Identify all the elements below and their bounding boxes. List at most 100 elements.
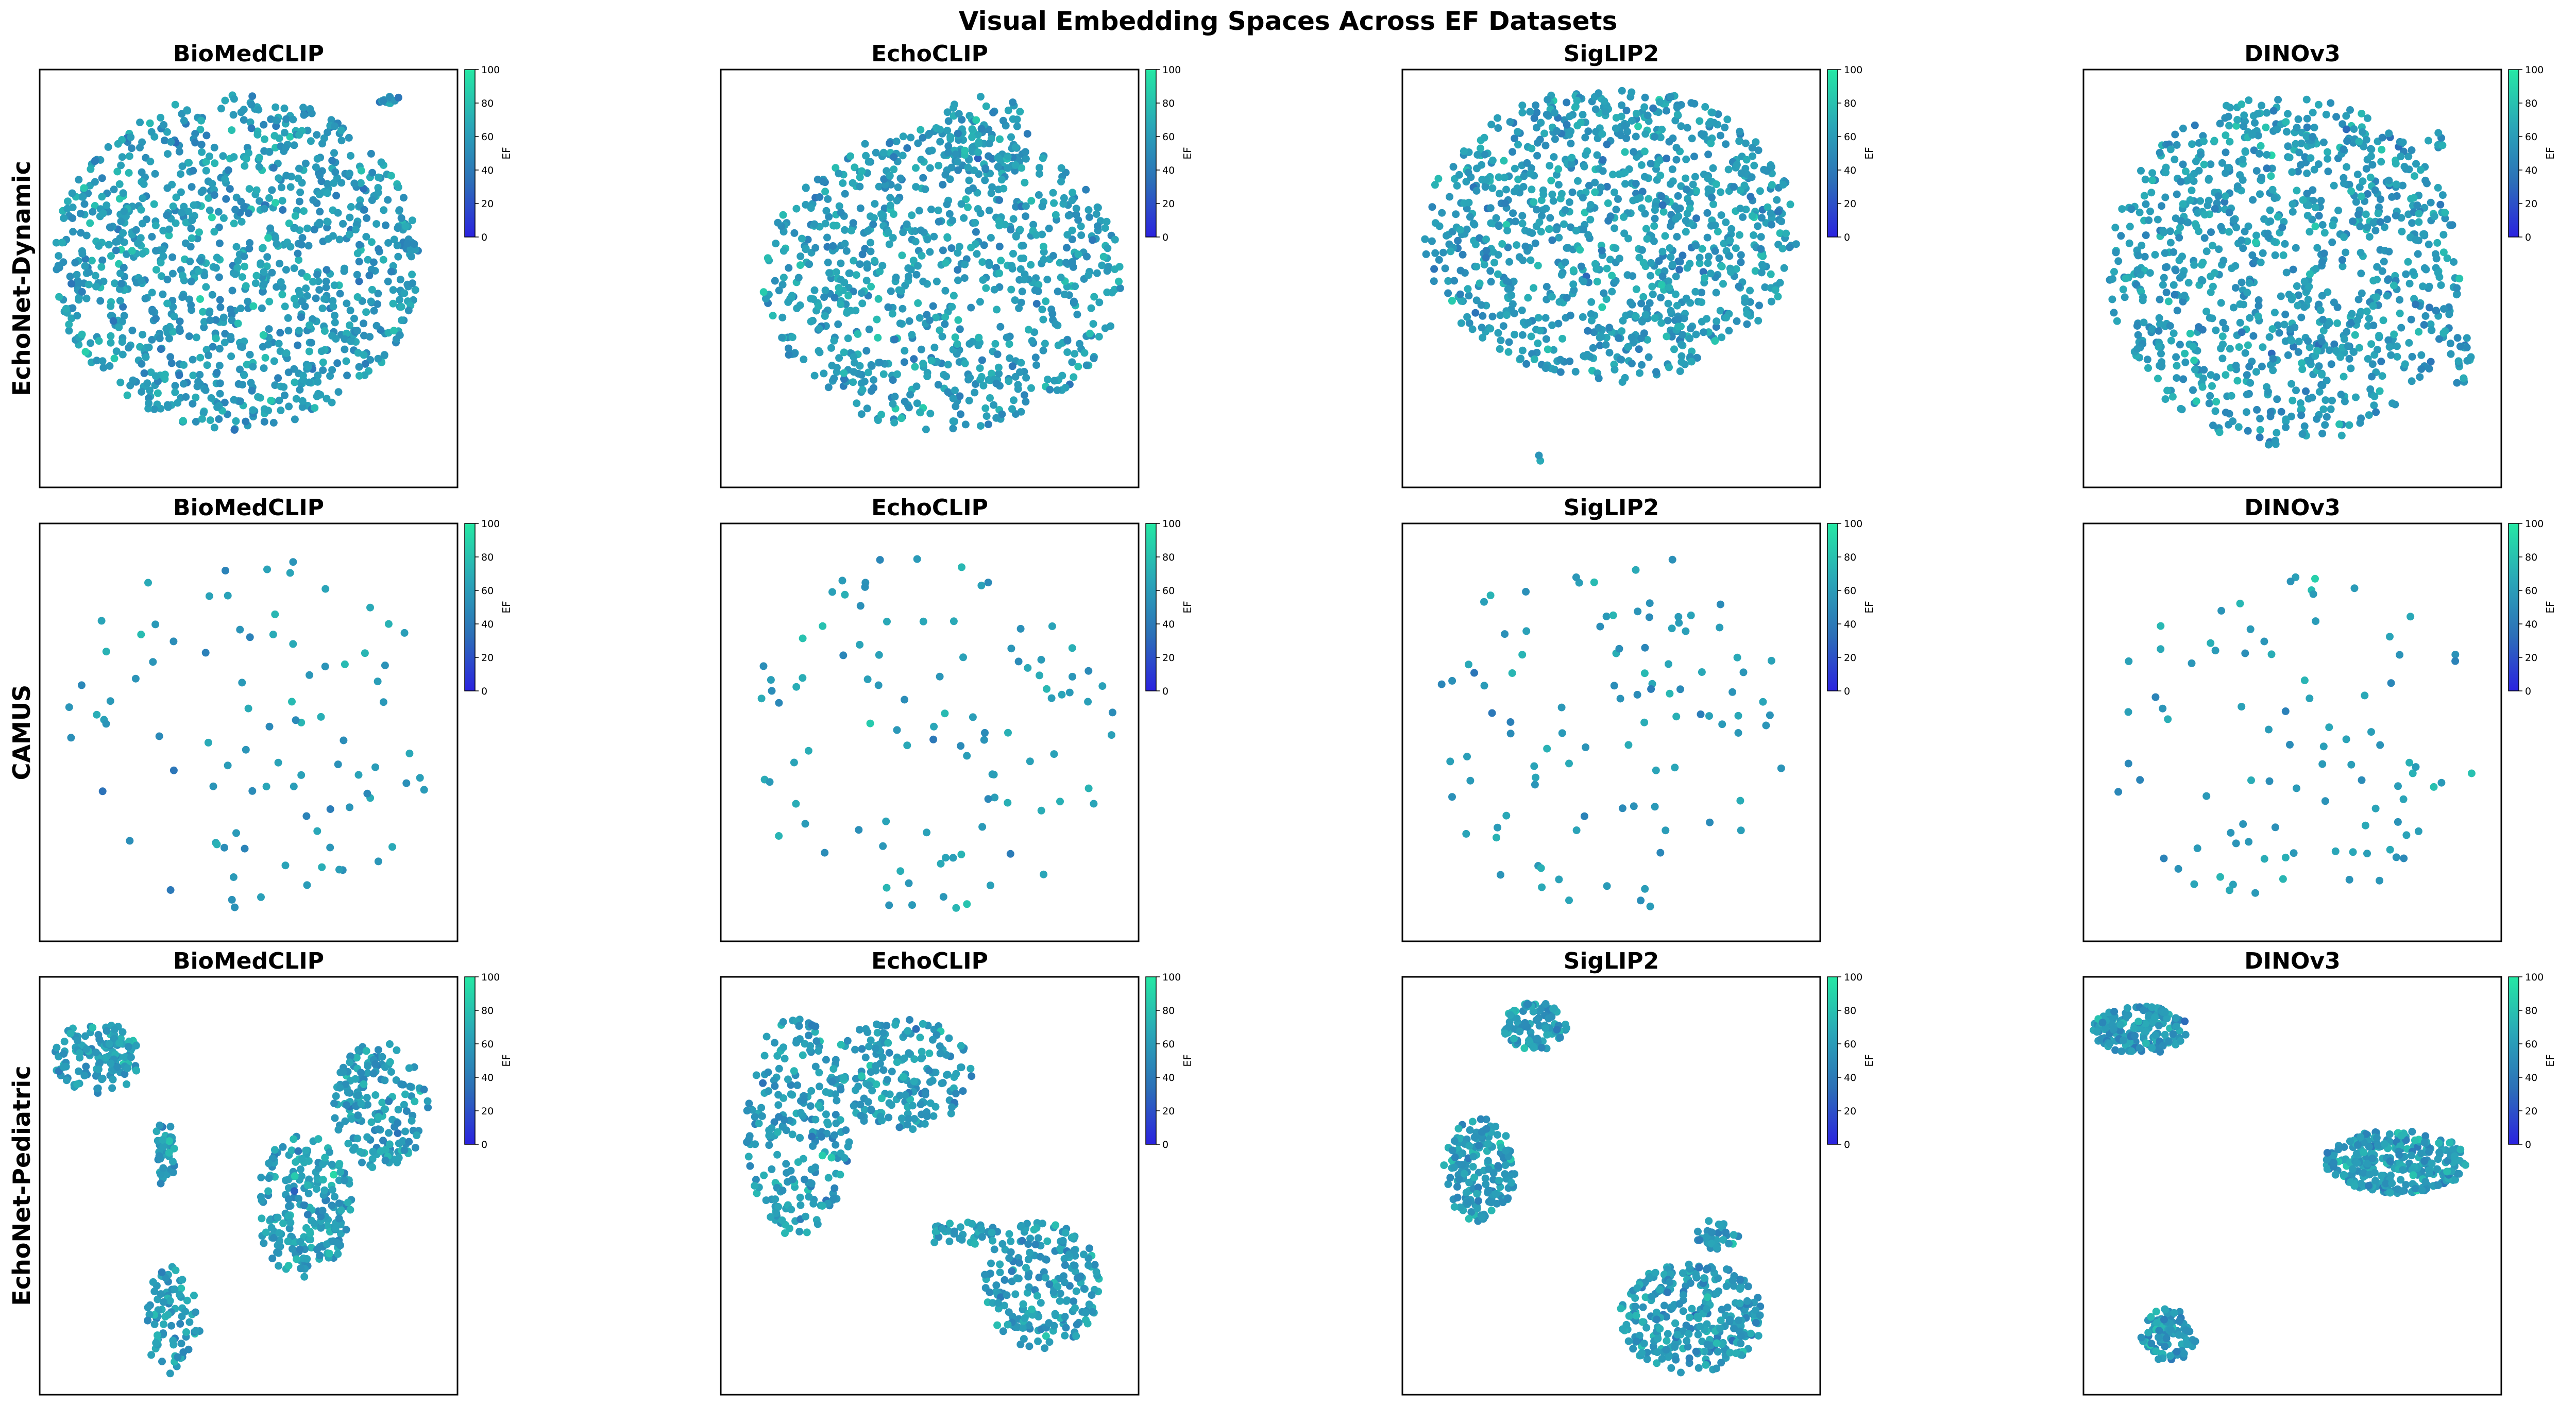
scatter-point bbox=[1016, 226, 1024, 234]
scatter-point bbox=[2124, 708, 2132, 716]
scatter-point bbox=[779, 274, 788, 282]
scatter-point bbox=[1774, 293, 1782, 301]
scatter-point bbox=[2378, 133, 2386, 142]
scatter-point bbox=[2252, 238, 2260, 246]
scatter-point bbox=[344, 1140, 352, 1147]
scatter-point bbox=[1603, 182, 1611, 191]
scatter-point bbox=[1707, 139, 1715, 147]
scatter-point bbox=[2392, 160, 2400, 168]
scatter-point bbox=[2410, 194, 2418, 202]
scatter-point bbox=[947, 244, 956, 252]
scatter-point bbox=[2125, 239, 2133, 247]
scatter-point bbox=[1630, 148, 1638, 156]
scatter-point bbox=[1619, 317, 1627, 325]
colorbar-tick-label: 40 bbox=[1844, 165, 1856, 176]
scatter-point bbox=[2304, 201, 2313, 210]
scatter-point bbox=[348, 1115, 356, 1123]
scatter-point bbox=[2229, 417, 2237, 425]
scatter-point bbox=[397, 214, 405, 222]
scatter-point bbox=[2311, 204, 2319, 212]
scatter-point bbox=[181, 1308, 190, 1316]
scatter-point bbox=[1029, 221, 1038, 229]
scatter-point bbox=[985, 207, 993, 214]
scatter-point bbox=[2340, 145, 2348, 154]
scatter-point bbox=[282, 172, 291, 180]
scatter-point bbox=[2452, 291, 2461, 299]
scatter-point bbox=[2190, 261, 2198, 269]
scatter-point bbox=[242, 417, 250, 426]
scatter-point bbox=[2263, 151, 2271, 159]
scatter-point bbox=[247, 100, 256, 109]
scatter-point bbox=[996, 135, 1004, 143]
panel-title: SigLIP2 bbox=[1564, 495, 1659, 521]
scatter-point bbox=[2226, 345, 2234, 353]
scatter-point bbox=[1464, 285, 1472, 293]
scatter-point bbox=[312, 1185, 320, 1193]
scatter-point bbox=[1732, 244, 1740, 252]
scatter-point bbox=[1645, 353, 1653, 361]
colorbar-tick-label: 20 bbox=[481, 652, 494, 664]
scatter-point bbox=[2445, 310, 2453, 318]
scatter-point bbox=[1045, 224, 1053, 232]
scatter-point bbox=[238, 679, 246, 687]
scatter-point bbox=[2170, 281, 2178, 289]
colorbar-tick-label: 80 bbox=[1844, 552, 1856, 563]
scatter-point bbox=[281, 861, 290, 870]
scatter-point bbox=[1737, 826, 1745, 835]
scatter-point bbox=[331, 122, 339, 130]
scatter-point bbox=[290, 224, 298, 232]
scatter-point bbox=[2243, 289, 2251, 297]
scatter-point bbox=[952, 904, 960, 912]
scatter-point bbox=[1563, 121, 1571, 129]
scatter-point bbox=[2192, 397, 2200, 405]
scatter-point bbox=[369, 1147, 377, 1156]
scatter-point bbox=[1608, 272, 1616, 280]
scatter-point bbox=[342, 357, 350, 365]
scatter-point bbox=[1074, 363, 1082, 370]
colorbar-tick-label: 100 bbox=[1162, 518, 1181, 530]
scatter-point bbox=[195, 267, 202, 275]
scatter-point bbox=[1472, 263, 1481, 270]
scatter-point bbox=[1035, 191, 1043, 199]
scatter-point bbox=[2347, 318, 2355, 327]
scatter-point bbox=[76, 210, 84, 217]
scatter-point bbox=[1527, 256, 1535, 264]
scatter-point bbox=[988, 183, 996, 191]
scatter-point bbox=[175, 147, 183, 156]
scatter-point bbox=[1493, 834, 1500, 842]
scatter-point bbox=[339, 219, 347, 228]
scatter-point bbox=[961, 260, 969, 268]
scatter-point bbox=[942, 854, 950, 862]
scatter-point bbox=[145, 343, 153, 351]
scatter-point bbox=[1465, 292, 1473, 300]
scatter-point bbox=[905, 317, 913, 325]
scatter-point bbox=[365, 272, 374, 280]
scatter-point bbox=[974, 148, 982, 157]
scatter-point bbox=[304, 1157, 313, 1165]
colorbar-tick-label: 40 bbox=[1162, 619, 1175, 630]
scatter-point bbox=[138, 219, 146, 228]
scatter-point bbox=[2166, 145, 2175, 154]
scatter-point bbox=[385, 1097, 393, 1106]
scatter-point bbox=[2369, 302, 2377, 310]
scatter-point bbox=[2309, 590, 2317, 598]
scatter-point bbox=[1541, 141, 1550, 149]
colorbar-tick-label: 0 bbox=[1844, 686, 1850, 697]
scatter-point bbox=[1632, 132, 1640, 141]
scatter-point bbox=[932, 313, 940, 321]
scatter-point bbox=[245, 149, 252, 157]
scatter-point bbox=[1682, 216, 1690, 225]
scatter-point bbox=[2438, 191, 2447, 199]
scatter-point bbox=[1639, 293, 1648, 301]
scatter-point bbox=[275, 1262, 283, 1270]
scatter-point bbox=[2281, 707, 2290, 715]
scatter-point bbox=[2303, 114, 2311, 123]
scatter-point bbox=[177, 188, 185, 196]
scatter-point bbox=[762, 295, 770, 303]
scatter-point bbox=[216, 296, 224, 304]
scatter-point bbox=[1046, 385, 1054, 394]
scatter-point bbox=[2222, 131, 2230, 140]
scatter-point bbox=[994, 163, 1002, 171]
scatter-point bbox=[821, 312, 829, 320]
